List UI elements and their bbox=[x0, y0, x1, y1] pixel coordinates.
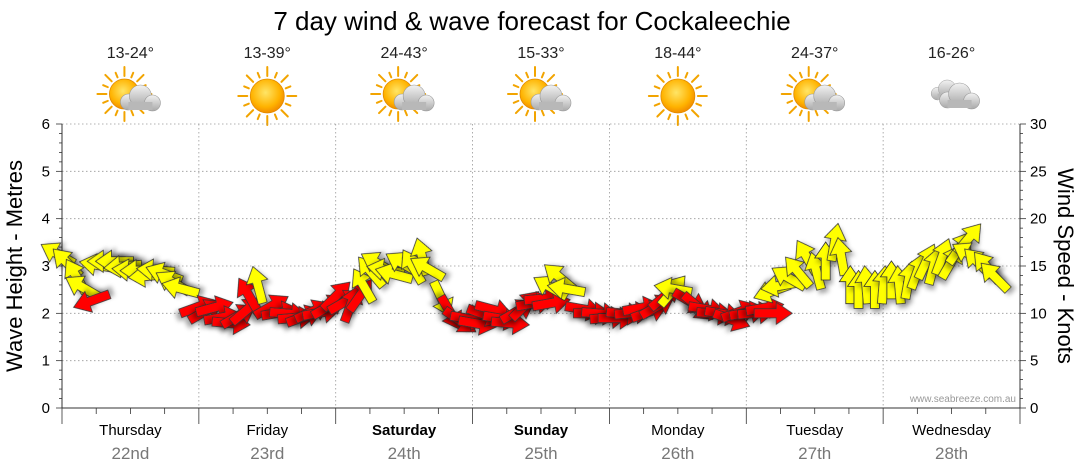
sun-icon bbox=[647, 66, 708, 126]
left-tick-label: 1 bbox=[42, 353, 50, 370]
wind-arrow bbox=[161, 276, 201, 300]
chart-title: 7 day wind & wave forecast for Cockaleec… bbox=[273, 6, 790, 36]
credit-watermark: www.seabreeze.com.au bbox=[909, 394, 1016, 405]
wind-arrow bbox=[410, 256, 447, 283]
sun-cloud-icon bbox=[370, 66, 435, 122]
cloud-icon bbox=[930, 79, 980, 110]
day-name-label: Friday bbox=[246, 422, 288, 439]
day-name-label: Thursday bbox=[99, 422, 162, 439]
temperature-range: 18-44° bbox=[654, 45, 701, 62]
sun-cloud-icon bbox=[507, 66, 572, 122]
right-tick-label: 25 bbox=[1030, 163, 1047, 180]
day-date-label: 27th bbox=[798, 444, 831, 463]
day-name-label: Sunday bbox=[514, 422, 569, 439]
temperature-range: 16-26° bbox=[928, 45, 975, 62]
day-labels: Thursday 22nd Friday 23rd Saturday 24th Sunday… bbox=[99, 422, 991, 463]
day-date-label: 25th bbox=[524, 444, 557, 463]
day-name-label: Monday bbox=[651, 422, 705, 439]
wind-arrow bbox=[785, 256, 815, 290]
right-tick-label: 30 bbox=[1030, 116, 1047, 133]
wind-arrow bbox=[546, 276, 587, 300]
day-name-label: Tuesday bbox=[786, 422, 843, 439]
wind-arrow bbox=[980, 262, 1012, 294]
day-date-label: 22nd bbox=[112, 444, 150, 463]
day-date-label: 24th bbox=[388, 444, 421, 463]
plot-grid bbox=[62, 123, 1020, 408]
wind-arrow bbox=[753, 301, 793, 326]
day-date-label: 26th bbox=[661, 444, 694, 463]
left-axis-label: Wave Height - Metres bbox=[2, 160, 27, 372]
wind-arrows bbox=[40, 222, 1012, 336]
temperature-range: 24-43° bbox=[380, 45, 427, 62]
day-date-label: 28th bbox=[935, 444, 968, 463]
day-date-label: 23rd bbox=[250, 444, 284, 463]
left-tick-label: 4 bbox=[42, 211, 50, 228]
right-axis-label: Wind Speed - Knots bbox=[1053, 168, 1078, 364]
sun-icon bbox=[237, 66, 298, 126]
temperature-range: 13-39° bbox=[244, 45, 291, 62]
left-tick-label: 3 bbox=[42, 258, 50, 275]
wind-arrow bbox=[72, 289, 112, 313]
right-tick-label: 0 bbox=[1030, 400, 1038, 417]
temperature-range: 15-33° bbox=[517, 45, 564, 62]
left-tick-label: 2 bbox=[42, 305, 50, 322]
weather-row: 13-24° 13-39° 24-43° 15-33° 18-44° 24-37° 16-2… bbox=[96, 45, 980, 126]
left-tick-label: 0 bbox=[42, 400, 50, 417]
right-tick-label: 20 bbox=[1030, 211, 1047, 228]
left-tick-label: 5 bbox=[42, 163, 50, 180]
day-name-label: Saturday bbox=[372, 422, 437, 439]
right-tick-label: 10 bbox=[1030, 305, 1047, 322]
right-tick-label: 15 bbox=[1030, 258, 1047, 275]
right-tick-label: 5 bbox=[1030, 353, 1038, 370]
sun-cloud-icon bbox=[96, 66, 161, 122]
day-name-label: Wednesday bbox=[912, 422, 991, 439]
sun-cloud-icon bbox=[780, 66, 846, 122]
left-tick-label: 6 bbox=[42, 116, 50, 133]
temperature-range: 13-24° bbox=[107, 45, 154, 62]
wind-arrow bbox=[245, 265, 269, 305]
temperature-range: 24-37° bbox=[791, 45, 838, 62]
